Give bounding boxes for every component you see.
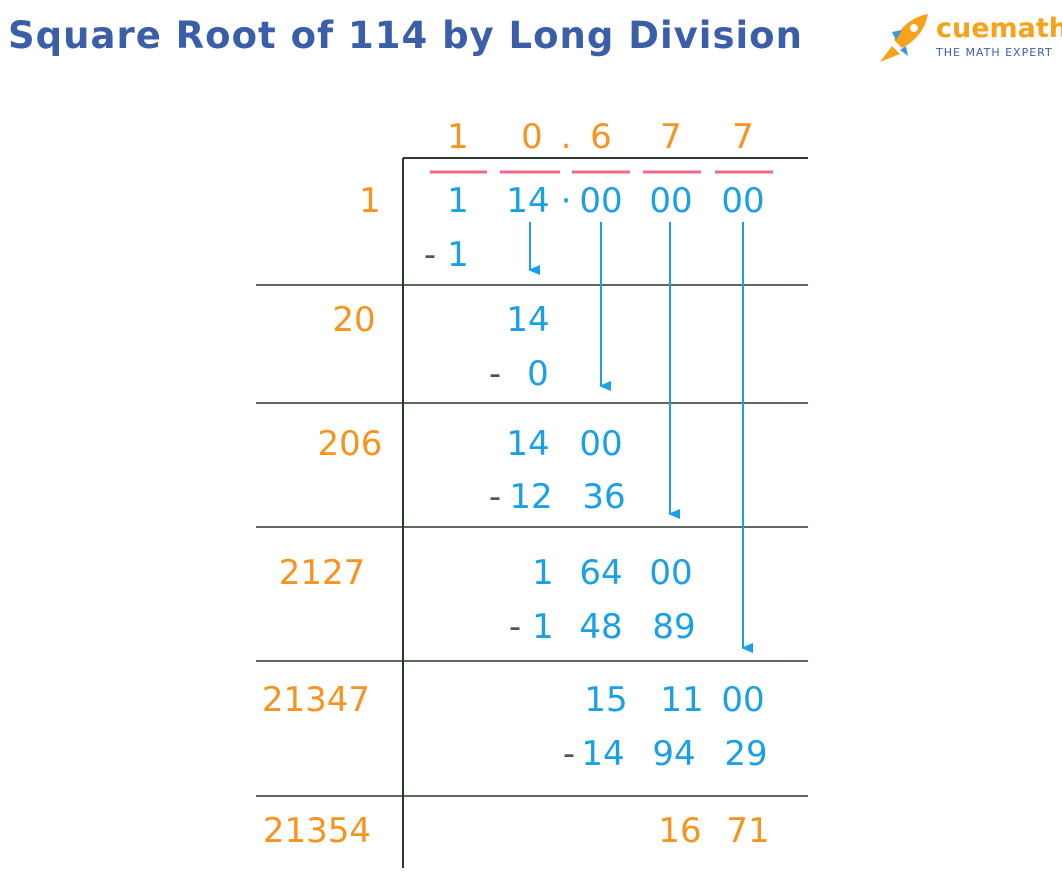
subtrahend-value: 29	[724, 734, 767, 774]
cuemath-logo: cuemath THE MATH EXPERT	[872, 10, 1062, 66]
subtrahend-value: 94	[652, 734, 695, 774]
subtrahend-value: 48	[579, 607, 622, 647]
minus-sign: -	[509, 607, 521, 647]
remainder-value: 71	[726, 811, 769, 851]
minus-sign: -	[489, 354, 501, 394]
divisor-value: 20	[332, 300, 375, 340]
dividend-digit: ·	[561, 181, 572, 221]
rocket-icon	[880, 14, 928, 62]
step-value: 11	[660, 680, 703, 720]
step-value: 1	[532, 553, 554, 593]
quotient-digit: 7	[660, 117, 682, 157]
step-value: 00	[721, 680, 764, 720]
subtrahend-value: 1	[447, 235, 469, 275]
minus-sign: -	[489, 477, 501, 517]
divisor-value: 1	[359, 181, 381, 221]
remainder-value: 16	[658, 811, 701, 851]
divisor-value: 206	[318, 424, 383, 464]
quotient-digit: .	[561, 117, 572, 157]
quotient-digit: 1	[447, 117, 469, 157]
divisor-value: 2127	[279, 553, 366, 593]
quotient-digit: 6	[590, 117, 612, 157]
step-value: 64	[579, 553, 622, 593]
step-value: 00	[649, 553, 692, 593]
subtrahend-value: 12	[509, 477, 552, 517]
step-value: 14	[506, 424, 549, 464]
dividend-digit: 1	[447, 181, 469, 221]
step-value: 00	[579, 424, 622, 464]
dividend-digit: 00	[579, 181, 622, 221]
minus-sign: -	[563, 734, 575, 774]
minus-sign: -	[424, 235, 436, 275]
logo-wordmark: cuemath	[936, 13, 1062, 44]
quotient-digit: 7	[732, 117, 754, 157]
subtrahend-value: 0	[527, 354, 549, 394]
subtrahend-value: 14	[581, 734, 624, 774]
subtrahend-value: 36	[582, 477, 625, 517]
dividend-digit: 00	[721, 181, 764, 221]
subtrahend-value: 1	[532, 607, 554, 647]
divisor-value: 21354	[263, 811, 371, 851]
quotient-digit: 0	[521, 117, 543, 157]
divisor-value: 21347	[262, 680, 370, 720]
step-value: 15	[584, 680, 627, 720]
subtrahend-value: 89	[652, 607, 695, 647]
logo-tagline: THE MATH EXPERT	[936, 46, 1053, 59]
step-value: 14	[506, 300, 549, 340]
dividend-digit: 00	[649, 181, 692, 221]
dividend-digit: 14	[506, 181, 549, 221]
page-title: Square Root of 114 by Long Division	[8, 14, 803, 57]
